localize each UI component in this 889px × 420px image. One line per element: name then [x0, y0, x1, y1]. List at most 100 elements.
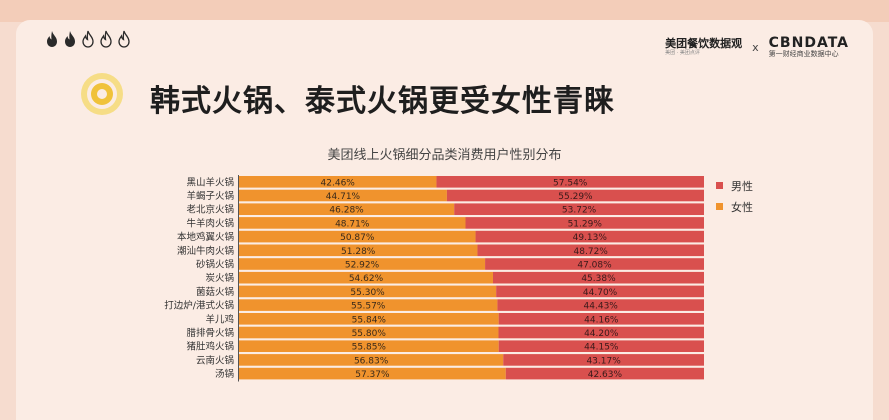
data-label-male: 57.54%	[553, 178, 588, 188]
chart-legend: 男性 女性	[716, 175, 753, 217]
bar-female	[239, 271, 493, 284]
cbndata-logo: CBNDATA 第一财经商业数据中心	[769, 36, 849, 59]
data-label-female: 44.71%	[326, 192, 361, 202]
data-label-female: 52.92%	[345, 261, 380, 271]
bar-male	[477, 244, 704, 257]
category-label: 牛羊肉火锅	[186, 217, 234, 229]
top-strip	[0, 0, 889, 22]
bar-male	[498, 340, 704, 352]
brand-logos: 美团餐饮数据观 美团 · 美团点评 x CBNDATA 第一财经商业数据中心	[665, 36, 849, 59]
legend-label-female: 女性	[731, 200, 753, 214]
category-label: 菌菇火锅	[196, 286, 234, 298]
category-label: 羊儿鸡	[205, 313, 234, 325]
data-label-female: 55.57%	[351, 302, 386, 312]
bar-female	[239, 203, 455, 215]
data-label-male: 47.08%	[577, 261, 612, 271]
bar-male	[485, 258, 704, 270]
chart-title: 美团线上火锅细分品类消费用户性别分布	[327, 148, 562, 163]
bar-male	[446, 189, 704, 202]
legend-item-female: 女性	[716, 196, 753, 217]
bar-male	[498, 313, 704, 325]
data-label-male: 44.16%	[584, 315, 619, 325]
data-label-male: 44.70%	[583, 288, 618, 298]
data-label-female: 51.28%	[341, 247, 376, 257]
bar-female	[239, 354, 504, 366]
data-label-female: 57.37%	[355, 370, 390, 380]
bar-female	[239, 285, 497, 298]
bar-female	[239, 326, 499, 339]
category-label: 黑山羊火锅	[186, 176, 234, 188]
target-icon	[81, 73, 123, 115]
bar-male	[496, 285, 704, 298]
category-label: 砂锅火锅	[196, 259, 234, 271]
data-label-female: 55.85%	[352, 343, 387, 353]
bar-female	[239, 340, 499, 352]
data-label-male: 53.72%	[562, 206, 597, 216]
category-label: 本地鸡翼火锅	[177, 231, 234, 243]
legend-swatch-male	[716, 182, 723, 189]
brand-separator: x	[752, 41, 759, 54]
meituan-logo-text: 美团餐饮数据观	[665, 37, 743, 50]
category-label: 腊排骨火锅	[186, 327, 234, 339]
cbndata-logo-subtext: 第一财经商业数据中心	[768, 50, 839, 58]
data-label-male: 44.20%	[584, 329, 619, 339]
meituan-logo-subtext: 美团 · 美团点评	[665, 50, 700, 56]
data-label-male: 51.29%	[568, 219, 603, 229]
category-label: 潮汕牛肉火锅	[177, 245, 234, 257]
category-label: 打边炉/港式火锅	[164, 300, 234, 312]
meituan-logo: 美团餐饮数据观 美团 · 美团点评	[665, 38, 742, 57]
flame-icon	[47, 31, 57, 47]
bar-female	[239, 189, 447, 202]
data-label-female: 56.83%	[354, 356, 389, 366]
category-label: 老北京火锅	[186, 204, 234, 216]
data-label-male: 43.17%	[586, 356, 621, 366]
data-label-male: 49.13%	[573, 233, 608, 243]
bar-male	[498, 326, 704, 339]
data-label-male: 42.63%	[588, 370, 623, 380]
data-label-female: 54.62%	[349, 274, 384, 284]
bar-female	[239, 176, 437, 188]
data-label-male: 45.38%	[581, 274, 616, 284]
data-label-male: 48.72%	[574, 247, 609, 257]
bar-female	[239, 244, 478, 257]
rating-flames	[44, 30, 132, 48]
bar-male	[492, 271, 704, 284]
gender-distribution-chart: 黑山羊火锅 42.46% 57.54% 羊蝎子火锅 44.71% 55.29% 老北京火锅 4…	[164, 175, 704, 382]
data-label-female: 50.87%	[340, 233, 375, 243]
legend-item-male: 男性	[716, 175, 753, 196]
category-label: 炭火锅	[205, 273, 234, 284]
bar-male	[505, 367, 704, 380]
bar-female	[239, 367, 506, 380]
bar-female	[239, 313, 499, 325]
data-label-female: 55.30%	[350, 288, 385, 298]
data-label-female: 48.71%	[335, 219, 370, 229]
legend-label-male: 男性	[731, 179, 753, 193]
data-label-male: 55.29%	[558, 192, 593, 202]
data-label-female: 55.84%	[352, 315, 387, 325]
data-label-female: 46.28%	[329, 206, 364, 216]
data-label-female: 42.46%	[321, 178, 356, 188]
cbndata-logo-text: CBNDATA	[768, 35, 849, 51]
bar-male	[503, 354, 704, 366]
bar-male	[497, 299, 704, 311]
bar-male	[436, 176, 704, 188]
data-label-male: 44.43%	[584, 302, 619, 312]
bar-female	[239, 217, 466, 229]
bar-male	[465, 217, 704, 229]
flame-outline-icon	[100, 30, 112, 48]
bar-male	[454, 203, 704, 215]
category-label: 猪肚鸡火锅	[186, 341, 234, 353]
flame-icon	[65, 31, 75, 47]
flame-outline-icon	[82, 30, 94, 48]
bar-female	[239, 258, 486, 270]
category-label: 云南火锅	[196, 354, 234, 366]
data-label-female: 55.80%	[352, 329, 387, 339]
legend-swatch-female	[716, 203, 723, 210]
bar-female	[239, 230, 476, 243]
data-label-male: 44.15%	[584, 343, 619, 353]
bar-male	[475, 230, 704, 243]
category-label: 羊蝎子火锅	[186, 190, 234, 202]
bar-female	[239, 299, 498, 311]
category-label: 汤锅	[215, 369, 234, 380]
flame-outline-icon	[118, 30, 130, 48]
